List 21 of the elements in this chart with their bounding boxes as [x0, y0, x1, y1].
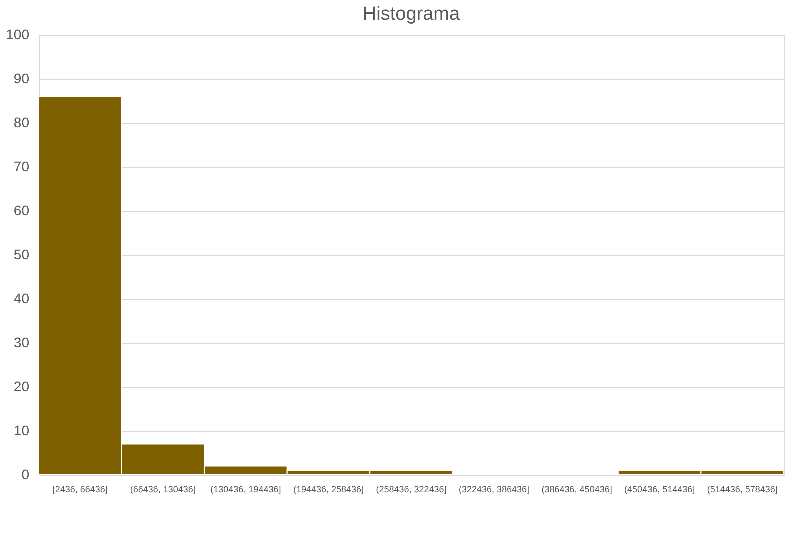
chart-title: Histograma: [362, 4, 460, 25]
x-tick-label: (386436, 450436]: [542, 484, 612, 494]
y-tick-label: 70: [14, 158, 30, 174]
y-tick-label: 100: [6, 26, 30, 42]
y-tick-label: 10: [14, 422, 30, 438]
y-tick-label: 20: [14, 378, 30, 394]
y-tick-label: 80: [14, 114, 30, 130]
x-tick-label: (450436, 514436]: [624, 484, 696, 494]
y-tick-label: 90: [14, 70, 30, 86]
x-tick-label: (258436, 322436]: [376, 484, 447, 494]
x-tick-label: (194436, 258436]: [293, 484, 364, 494]
x-tick-label: [2436, 66436]: [52, 484, 108, 494]
y-tick-label: 50: [14, 246, 30, 262]
y-tick-label: 40: [14, 290, 30, 306]
x-tick-label: (130436, 194436]: [210, 484, 282, 494]
y-tick-label: 0: [22, 466, 30, 482]
x-tick-label: (322436, 386436]: [458, 484, 530, 494]
x-tick-label: (66436, 130436]: [130, 484, 196, 494]
y-tick-label: 30: [14, 334, 30, 350]
x-tick-label: (514436, 578436]: [707, 484, 778, 494]
y-tick-label: 60: [14, 202, 30, 218]
